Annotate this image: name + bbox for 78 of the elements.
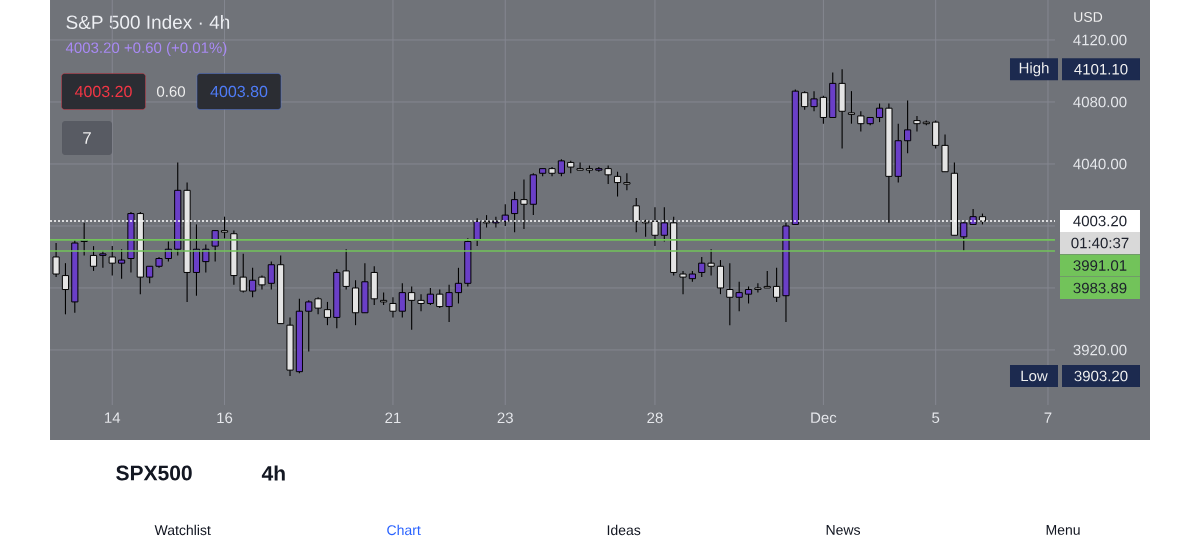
candlestick bbox=[239, 253, 247, 294]
annotation: High bbox=[1019, 62, 1049, 77]
text: 4101.10 bbox=[1074, 63, 1128, 75]
candlestick bbox=[267, 261, 275, 291]
text: 3903.20 bbox=[1074, 370, 1128, 382]
candlestick bbox=[249, 267, 257, 298]
y-tick-label: 3920.00 bbox=[1073, 344, 1127, 356]
candlestick bbox=[623, 172, 631, 191]
candlestick bbox=[932, 120, 940, 150]
candlestick bbox=[436, 288, 444, 309]
candlestick bbox=[576, 161, 584, 171]
candlestick bbox=[89, 245, 98, 272]
x-tick-label: 16 bbox=[217, 412, 233, 424]
candlestick bbox=[501, 203, 509, 227]
annotation: 7 bbox=[83, 132, 91, 144]
text: News bbox=[826, 525, 861, 535]
annotation: 4003.80 bbox=[210, 85, 268, 98]
candlestick bbox=[810, 90, 818, 112]
candlestick bbox=[417, 293, 425, 312]
y-tick-label: 4080.00 bbox=[1073, 96, 1127, 108]
candlestick bbox=[819, 95, 827, 125]
text: Watchlist bbox=[154, 524, 211, 536]
candlestick bbox=[773, 267, 781, 303]
text: Menu bbox=[1046, 525, 1080, 535]
annotation: 4003.20 +0.60 (+0.01%) bbox=[65, 42, 227, 56]
candlestick bbox=[454, 267, 463, 305]
candlestick bbox=[305, 299, 313, 353]
candlestick bbox=[847, 90, 856, 125]
x-tick-label: 28 bbox=[647, 412, 663, 424]
candlestick bbox=[875, 102, 884, 123]
candlestick bbox=[323, 301, 332, 326]
x-tick-label: Dec bbox=[811, 412, 837, 423]
candlestick bbox=[398, 282, 406, 318]
candlestick bbox=[211, 230, 219, 263]
text: 4h bbox=[261, 465, 285, 481]
candlestick bbox=[408, 285, 416, 331]
candlestick bbox=[520, 178, 528, 230]
candlestick bbox=[118, 248, 126, 280]
candlestick bbox=[960, 220, 968, 252]
x-tick-label: 14 bbox=[105, 412, 121, 423]
ref-line-label: 4003.20 bbox=[1073, 215, 1127, 227]
text: USD bbox=[1074, 12, 1103, 22]
candlestick bbox=[52, 242, 60, 278]
candlestick bbox=[913, 115, 921, 132]
x-tick-label: 5 bbox=[932, 412, 940, 423]
text: Ideas bbox=[607, 524, 641, 536]
candlestick bbox=[445, 284, 453, 323]
candlestick bbox=[679, 270, 687, 295]
ref-line-label: 3983.89 bbox=[1073, 282, 1127, 294]
candlestick bbox=[716, 259, 725, 295]
candlestick bbox=[61, 262, 70, 315]
annotation: Low bbox=[1021, 370, 1048, 382]
candlestick bbox=[473, 217, 481, 247]
candlestick bbox=[801, 90, 809, 111]
candlestick bbox=[754, 282, 762, 294]
candlestick bbox=[707, 248, 715, 277]
y-tick-label: 4120.00 bbox=[1073, 34, 1127, 46]
candlestick bbox=[108, 245, 116, 277]
annotation: 0.60 bbox=[157, 86, 186, 97]
y-tick-label: 4040.00 bbox=[1073, 158, 1127, 170]
candlestick bbox=[511, 191, 519, 233]
candlestick bbox=[698, 256, 706, 278]
x-tick-label: 21 bbox=[385, 412, 401, 423]
candlestick bbox=[632, 197, 640, 233]
candlestick bbox=[651, 206, 659, 247]
text: S&P 500 Index · 4h bbox=[66, 15, 230, 29]
ref-line-label: 3991.01 bbox=[1073, 260, 1127, 271]
candlestick bbox=[904, 99, 912, 154]
annotation: 4003.20 bbox=[74, 85, 132, 98]
candlestick bbox=[389, 296, 397, 318]
candlestick bbox=[613, 171, 622, 198]
text: SPX500 bbox=[116, 465, 192, 481]
text: Chart bbox=[387, 524, 421, 536]
x-tick-label: 7 bbox=[1044, 412, 1052, 423]
candlestick bbox=[220, 216, 229, 239]
candlestick bbox=[99, 250, 107, 269]
x-tick-label: 23 bbox=[497, 412, 513, 424]
text: 01:40:37 bbox=[1071, 237, 1129, 249]
